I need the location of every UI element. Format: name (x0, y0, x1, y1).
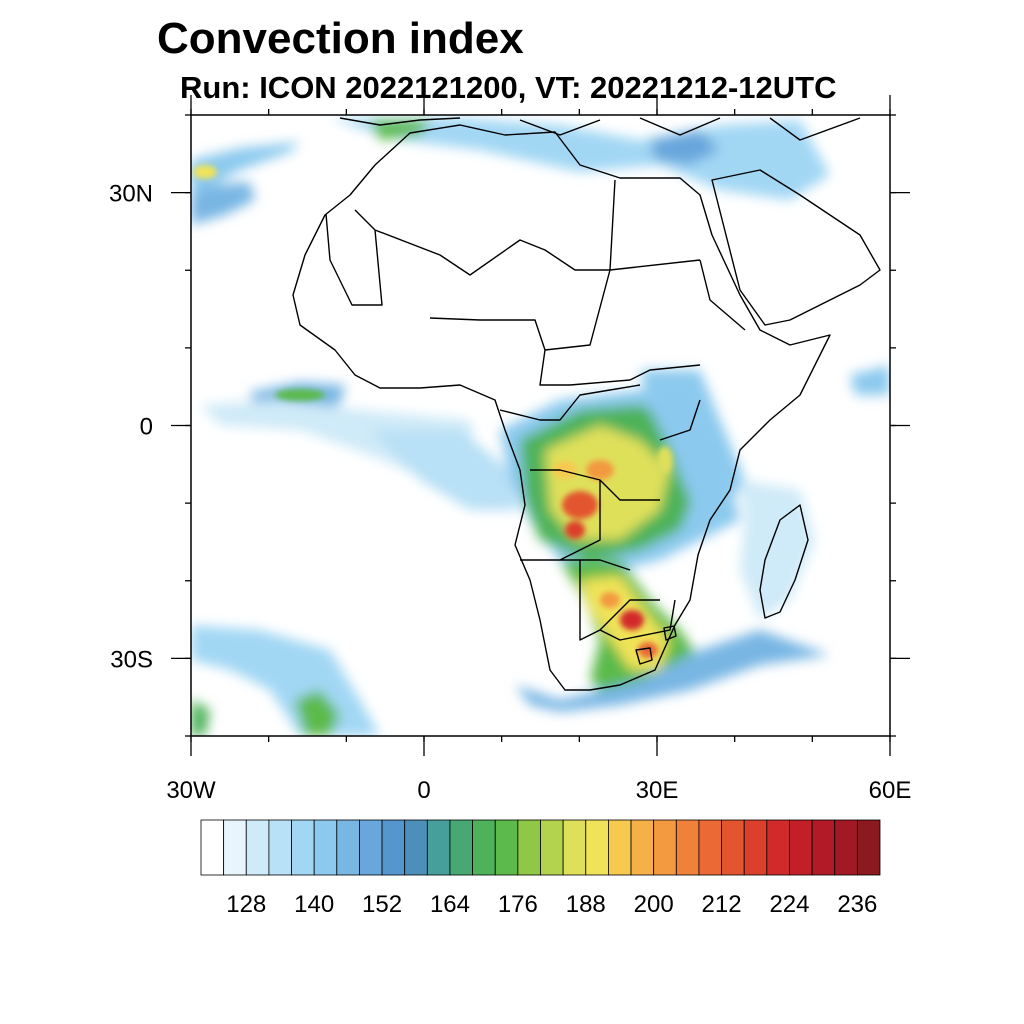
hotspot-south-3 (638, 642, 658, 658)
swaziland-border (663, 625, 677, 641)
colorbar-label: 140 (294, 891, 334, 918)
colorbar: 128 140 152 164 176 188 200 212 224 236 (200, 819, 881, 918)
hotspot-east-africa (657, 446, 673, 474)
colorbar-swatch (404, 819, 428, 876)
colorbar-label: 128 (226, 891, 266, 918)
madagascar-coast (759, 504, 809, 619)
field-agulhas (515, 630, 830, 712)
colorbar-swatch (472, 819, 496, 876)
border-1 (325, 179, 616, 306)
border-3 (499, 384, 701, 571)
colorbar-swatch (359, 819, 383, 876)
y-tick-label: 0 (140, 414, 153, 441)
colorbar-swatch (426, 819, 451, 876)
arabia-coast (711, 169, 881, 326)
colorbar-swatch (381, 819, 406, 876)
colorbar-swatch (675, 819, 700, 876)
colorbar-swatch (630, 819, 655, 876)
colorbar-label: 152 (362, 891, 402, 918)
colorbar-swatch (517, 819, 541, 876)
border-2 (429, 259, 746, 386)
colorbar-swatch (313, 819, 338, 876)
colorbar-swatch (721, 819, 745, 876)
colorbar-swatch (743, 819, 768, 876)
colorbar-swatch (856, 819, 881, 876)
colorbar-swatch (223, 819, 247, 876)
colorbar-swatch (200, 819, 225, 876)
colorbar-swatch (268, 819, 292, 876)
colorbar-swatch (766, 819, 790, 876)
coastlines (292, 117, 881, 691)
field-east-africa (640, 370, 745, 520)
hotspot-congo-4 (565, 521, 585, 539)
hotspot-south-2 (600, 592, 620, 608)
colorbar-swatch (834, 819, 858, 876)
field-madagascar (740, 480, 815, 620)
colorbar-swatch (449, 819, 474, 876)
hotspot-congo-2 (586, 460, 614, 480)
colorbar-label: 212 (702, 891, 742, 918)
y-tick-label: 30N (109, 181, 153, 208)
colorbar-label: 200 (634, 891, 674, 918)
field-arabian-sea (850, 365, 890, 395)
colorbar-swatch (336, 819, 360, 876)
field-sw-green (295, 690, 340, 736)
colorbar-swatch (540, 819, 564, 876)
colorbar-label: 176 (498, 891, 538, 918)
chart-title: Convection index (157, 14, 524, 63)
chart-subtitle: Run: ICON 2022121200, VT: 20221212-12UTC (180, 70, 837, 105)
border-4 (579, 560, 676, 641)
field-canary-band (191, 182, 255, 225)
colorbar-swatch (608, 819, 632, 876)
colorbar-swatch (245, 819, 270, 876)
field-gulf-plume (370, 430, 520, 510)
hotspot-north-atlantic (193, 165, 217, 179)
x-tick-label: 0 (417, 777, 430, 804)
europe-coast (339, 117, 861, 141)
colorbar-swatch (789, 819, 813, 876)
colorbar-label: 164 (430, 891, 470, 918)
field-north-atlantic (191, 142, 300, 195)
x-tick-label: 30W (166, 777, 216, 804)
hotspot-south-1 (620, 610, 644, 630)
colorbar-label: 188 (566, 891, 606, 918)
colorbar-swatch (698, 819, 722, 876)
colorbar-swatch (653, 819, 677, 876)
colorbar-swatch (291, 819, 315, 876)
colorbar-swatch (585, 819, 609, 876)
colorbar-label: 224 (769, 891, 809, 918)
field-sw-corner (191, 700, 210, 736)
hotspot-congo-1 (562, 491, 598, 519)
hotspot-congo-3 (553, 461, 577, 479)
x-tick-label: 30E (636, 777, 679, 804)
axes: 30W 0 30E 60E 30N 0 30S (109, 95, 911, 804)
colorbar-swatch (562, 819, 587, 876)
colorbar-swatch (811, 819, 836, 876)
colorbar-swatch (494, 819, 519, 876)
hotspot-guinea (275, 389, 325, 401)
convection-field (191, 118, 890, 736)
x-tick-label: 60E (869, 777, 912, 804)
colorbar-label: 236 (837, 891, 877, 918)
lesotho-border (635, 647, 653, 665)
field-aegean (650, 130, 720, 165)
africa-coastline (292, 124, 831, 691)
y-tick-label: 30S (110, 646, 153, 673)
